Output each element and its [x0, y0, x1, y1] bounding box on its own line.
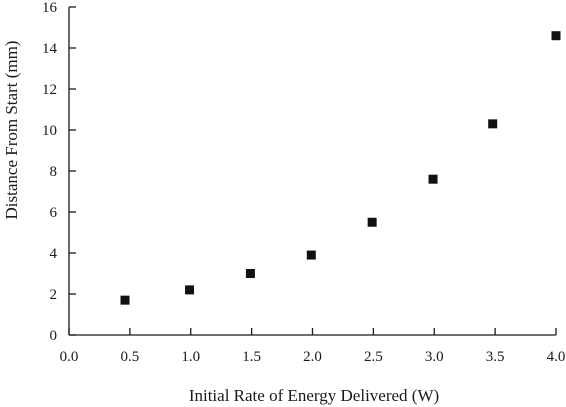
y-tick-label: 12	[42, 82, 57, 98]
x-tick-label: 1.5	[242, 349, 261, 365]
y-tick-label: 4	[50, 246, 58, 262]
x-tick-label: 3.5	[486, 349, 505, 365]
y-tick-label: 0	[50, 328, 58, 344]
x-tick-label: 1.0	[181, 349, 200, 365]
data-point	[120, 295, 130, 305]
x-tick-label: 0.0	[60, 349, 79, 365]
x-tick-label: 4.0	[547, 349, 566, 365]
y-tick-label: 8	[50, 164, 58, 180]
x-axis-title: Initial Rate of Energy Delivered (W)	[189, 386, 439, 405]
data-point	[428, 174, 438, 184]
y-tick-label: 6	[50, 205, 58, 221]
y-tick-label: 10	[42, 123, 57, 139]
y-tick-label: 2	[50, 287, 58, 303]
y-tick-label: 14	[42, 41, 58, 57]
data-point	[306, 250, 316, 260]
y-axis-title: Distance From Start (mm)	[2, 41, 21, 220]
x-tick-label: 0.5	[121, 349, 140, 365]
x-tick-label: 2.5	[364, 349, 383, 365]
data-point	[551, 31, 561, 41]
data-point	[185, 285, 195, 295]
y-tick-label: 16	[42, 0, 58, 16]
plot-area: 0 2 4 6 8 10 12 14 16 0.0 0.5 1.0 1.5 2.0 2.5 3.0 3.5 4.0	[42, 0, 565, 365]
data-point	[245, 269, 255, 278]
x-tick-label: 3.0	[425, 349, 444, 365]
data-point	[488, 119, 498, 129]
data-point	[367, 217, 377, 227]
x-tick-label: 2.0	[303, 349, 322, 365]
